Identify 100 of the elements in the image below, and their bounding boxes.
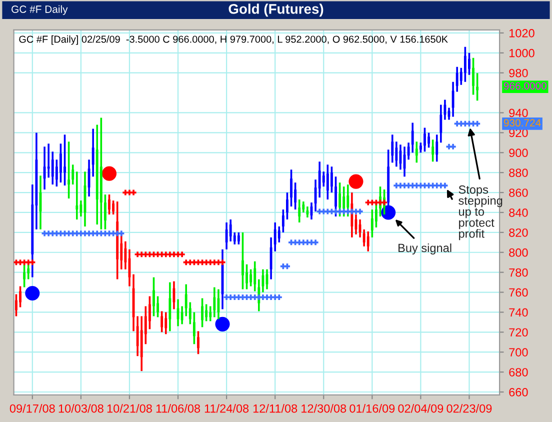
x-tick-label: 10/03/08 [58, 404, 104, 413]
candlestick [318, 160, 321, 198]
candlestick [298, 198, 301, 224]
candlestick [104, 194, 106, 230]
candlestick [432, 138, 434, 163]
candlestick [43, 146, 46, 190]
candlestick [330, 166, 333, 194]
candlestick [19, 285, 22, 308]
y-tick-label: 1000 [509, 48, 534, 58]
y-tick-label: 980 [509, 68, 528, 78]
candlestick [160, 310, 164, 334]
candlestick [112, 200, 115, 216]
x-tick-label: 11/06/08 [156, 404, 200, 413]
y-tick-label: 940 [509, 108, 528, 118]
candlestick [242, 232, 244, 290]
candlestick [464, 46, 466, 83]
y-tick-label: 900 [509, 148, 528, 158]
candlestick [15, 293, 18, 318]
y-tick-label: 820 [509, 228, 528, 237]
y-tick-label: 840 [509, 208, 528, 217]
candlestick [362, 228, 366, 248]
candlestick [68, 140, 70, 200]
candlestick [237, 232, 240, 246]
candlestick [250, 268, 252, 288]
candlestick [415, 140, 418, 164]
candlestick [472, 56, 474, 96]
candlestick [47, 142, 50, 178]
y-tick-label: 880 [509, 168, 528, 177]
x-tick-label: 12/11/08 [253, 404, 298, 413]
point [348, 174, 364, 189]
candlestick [51, 150, 54, 186]
y-tick-label: 760 [509, 288, 528, 297]
point [215, 316, 230, 332]
candlestick [282, 208, 284, 234]
point [102, 166, 117, 181]
candlestick [440, 104, 442, 144]
candlestick [152, 276, 155, 318]
text: GC #F [Daily] 02/25/09 -3.5000 C 966.0000, H 979.7000, L 952.2000, O 962.5000, V 156.1650K [19, 35, 448, 45]
y-tick-label: 800 [509, 248, 528, 257]
x-tick-label: 01/16/09 [350, 404, 395, 413]
candlestick [476, 72, 479, 102]
y-tick-label: 700 [509, 348, 528, 356]
candlestick [419, 142, 422, 154]
candlestick [124, 240, 127, 270]
candlestick [286, 192, 288, 220]
x-tick-label: 09/17/08 [10, 404, 55, 413]
candlestick [72, 164, 74, 186]
y-tick-label: 720 [509, 328, 528, 337]
candlestick [108, 194, 110, 216]
x-tick-label: 02/23/09 [446, 404, 492, 413]
y-tick-label: 860 [509, 188, 528, 197]
y-tick-label: 660 [509, 388, 528, 396]
candlestick [229, 218, 232, 242]
candlestick [192, 311, 196, 346]
candlestick [391, 134, 394, 164]
candlestick [424, 126, 426, 153]
chart-title: Gold (Futures) [228, 4, 324, 17]
x-tick-label: 02/04/09 [398, 404, 444, 413]
candlestick [217, 288, 220, 320]
candlestick [148, 295, 151, 330]
point [30, 260, 36, 266]
candlestick [246, 263, 248, 290]
x-tick-label: 11/24/08 [204, 404, 249, 413]
candlestick [370, 208, 374, 238]
annotation: Buy signal [398, 243, 452, 254]
candlestick [294, 182, 297, 210]
candlestick [205, 303, 208, 322]
candlestick [411, 122, 414, 154]
x-tick-label: 12/30/08 [302, 404, 346, 413]
candlestick [168, 281, 172, 332]
candlestick [468, 52, 470, 76]
candlestick [278, 226, 280, 244]
candlestick [306, 206, 309, 218]
candlestick [428, 132, 430, 149]
y-tick-label: 740 [509, 308, 528, 317]
x-tick-label: 10/21/08 [107, 404, 152, 413]
point [220, 260, 226, 266]
candlestick [60, 142, 62, 184]
candlestick [213, 286, 216, 318]
candlestick [64, 134, 66, 186]
candlestick [322, 170, 325, 188]
text: 966.0000 [504, 82, 546, 90]
candlestick [201, 297, 204, 328]
point [179, 252, 185, 258]
candlestick [164, 311, 168, 336]
candlestick [197, 330, 200, 356]
candlestick [76, 170, 78, 220]
candlestick [225, 222, 228, 250]
point [25, 286, 40, 301]
candlestick [334, 176, 337, 218]
candlestick [366, 230, 370, 252]
y-tick-label: 680 [509, 368, 528, 376]
y-tick-label: 780 [509, 268, 528, 277]
text: GC #F Daily [12, 5, 68, 15]
candlestick [436, 134, 438, 163]
candlestick [92, 128, 94, 178]
candlestick [290, 168, 292, 208]
annotation: Stops stepping up to protect profit [458, 185, 502, 240]
candlestick [326, 164, 329, 200]
y-tick-label: 1020 [509, 28, 534, 38]
